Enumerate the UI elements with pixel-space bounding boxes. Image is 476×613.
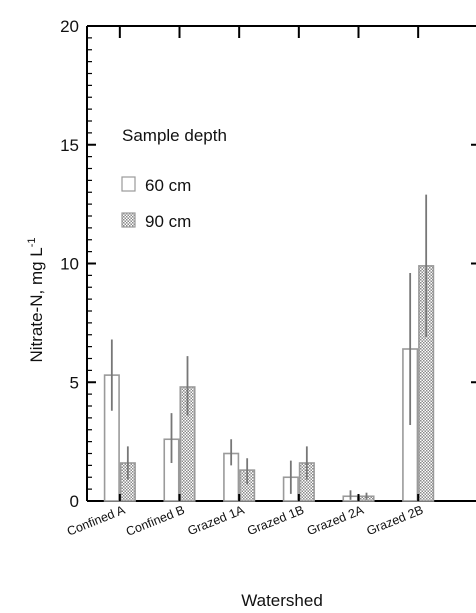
- y-tick-label: 10: [60, 255, 79, 274]
- y-tick-label: 15: [60, 136, 79, 155]
- legend-swatch-90cm: [122, 213, 135, 227]
- legend-label-60cm: 60 cm: [145, 176, 191, 195]
- x-category-label: Confined B: [124, 503, 187, 539]
- x-category-label: Grazed 1B: [245, 503, 306, 538]
- y-axis-title-main: Nitrate-N, mg L: [27, 247, 46, 362]
- legend-title: Sample depth: [122, 126, 227, 145]
- legend-swatch-60cm: [122, 177, 135, 191]
- y-axis-title: Nitrate-N, mg L-1: [26, 237, 46, 362]
- x-category-label: Grazed 2A: [305, 503, 366, 539]
- legend-label-90cm: 90 cm: [145, 212, 191, 231]
- y-axis-title-sup: -1: [26, 237, 38, 247]
- y-tick-label: 20: [60, 17, 79, 36]
- x-category-label: Grazed 2B: [365, 503, 426, 538]
- y-tick-label: 5: [70, 373, 79, 392]
- bars: [105, 266, 434, 501]
- x-axis-title: Watershed: [241, 591, 323, 610]
- x-category-label: Grazed 1A: [186, 503, 247, 539]
- y-tick-label: 0: [70, 492, 79, 511]
- legend: Sample depth 60 cm 90 cm: [122, 126, 227, 231]
- error-bars: [112, 195, 426, 500]
